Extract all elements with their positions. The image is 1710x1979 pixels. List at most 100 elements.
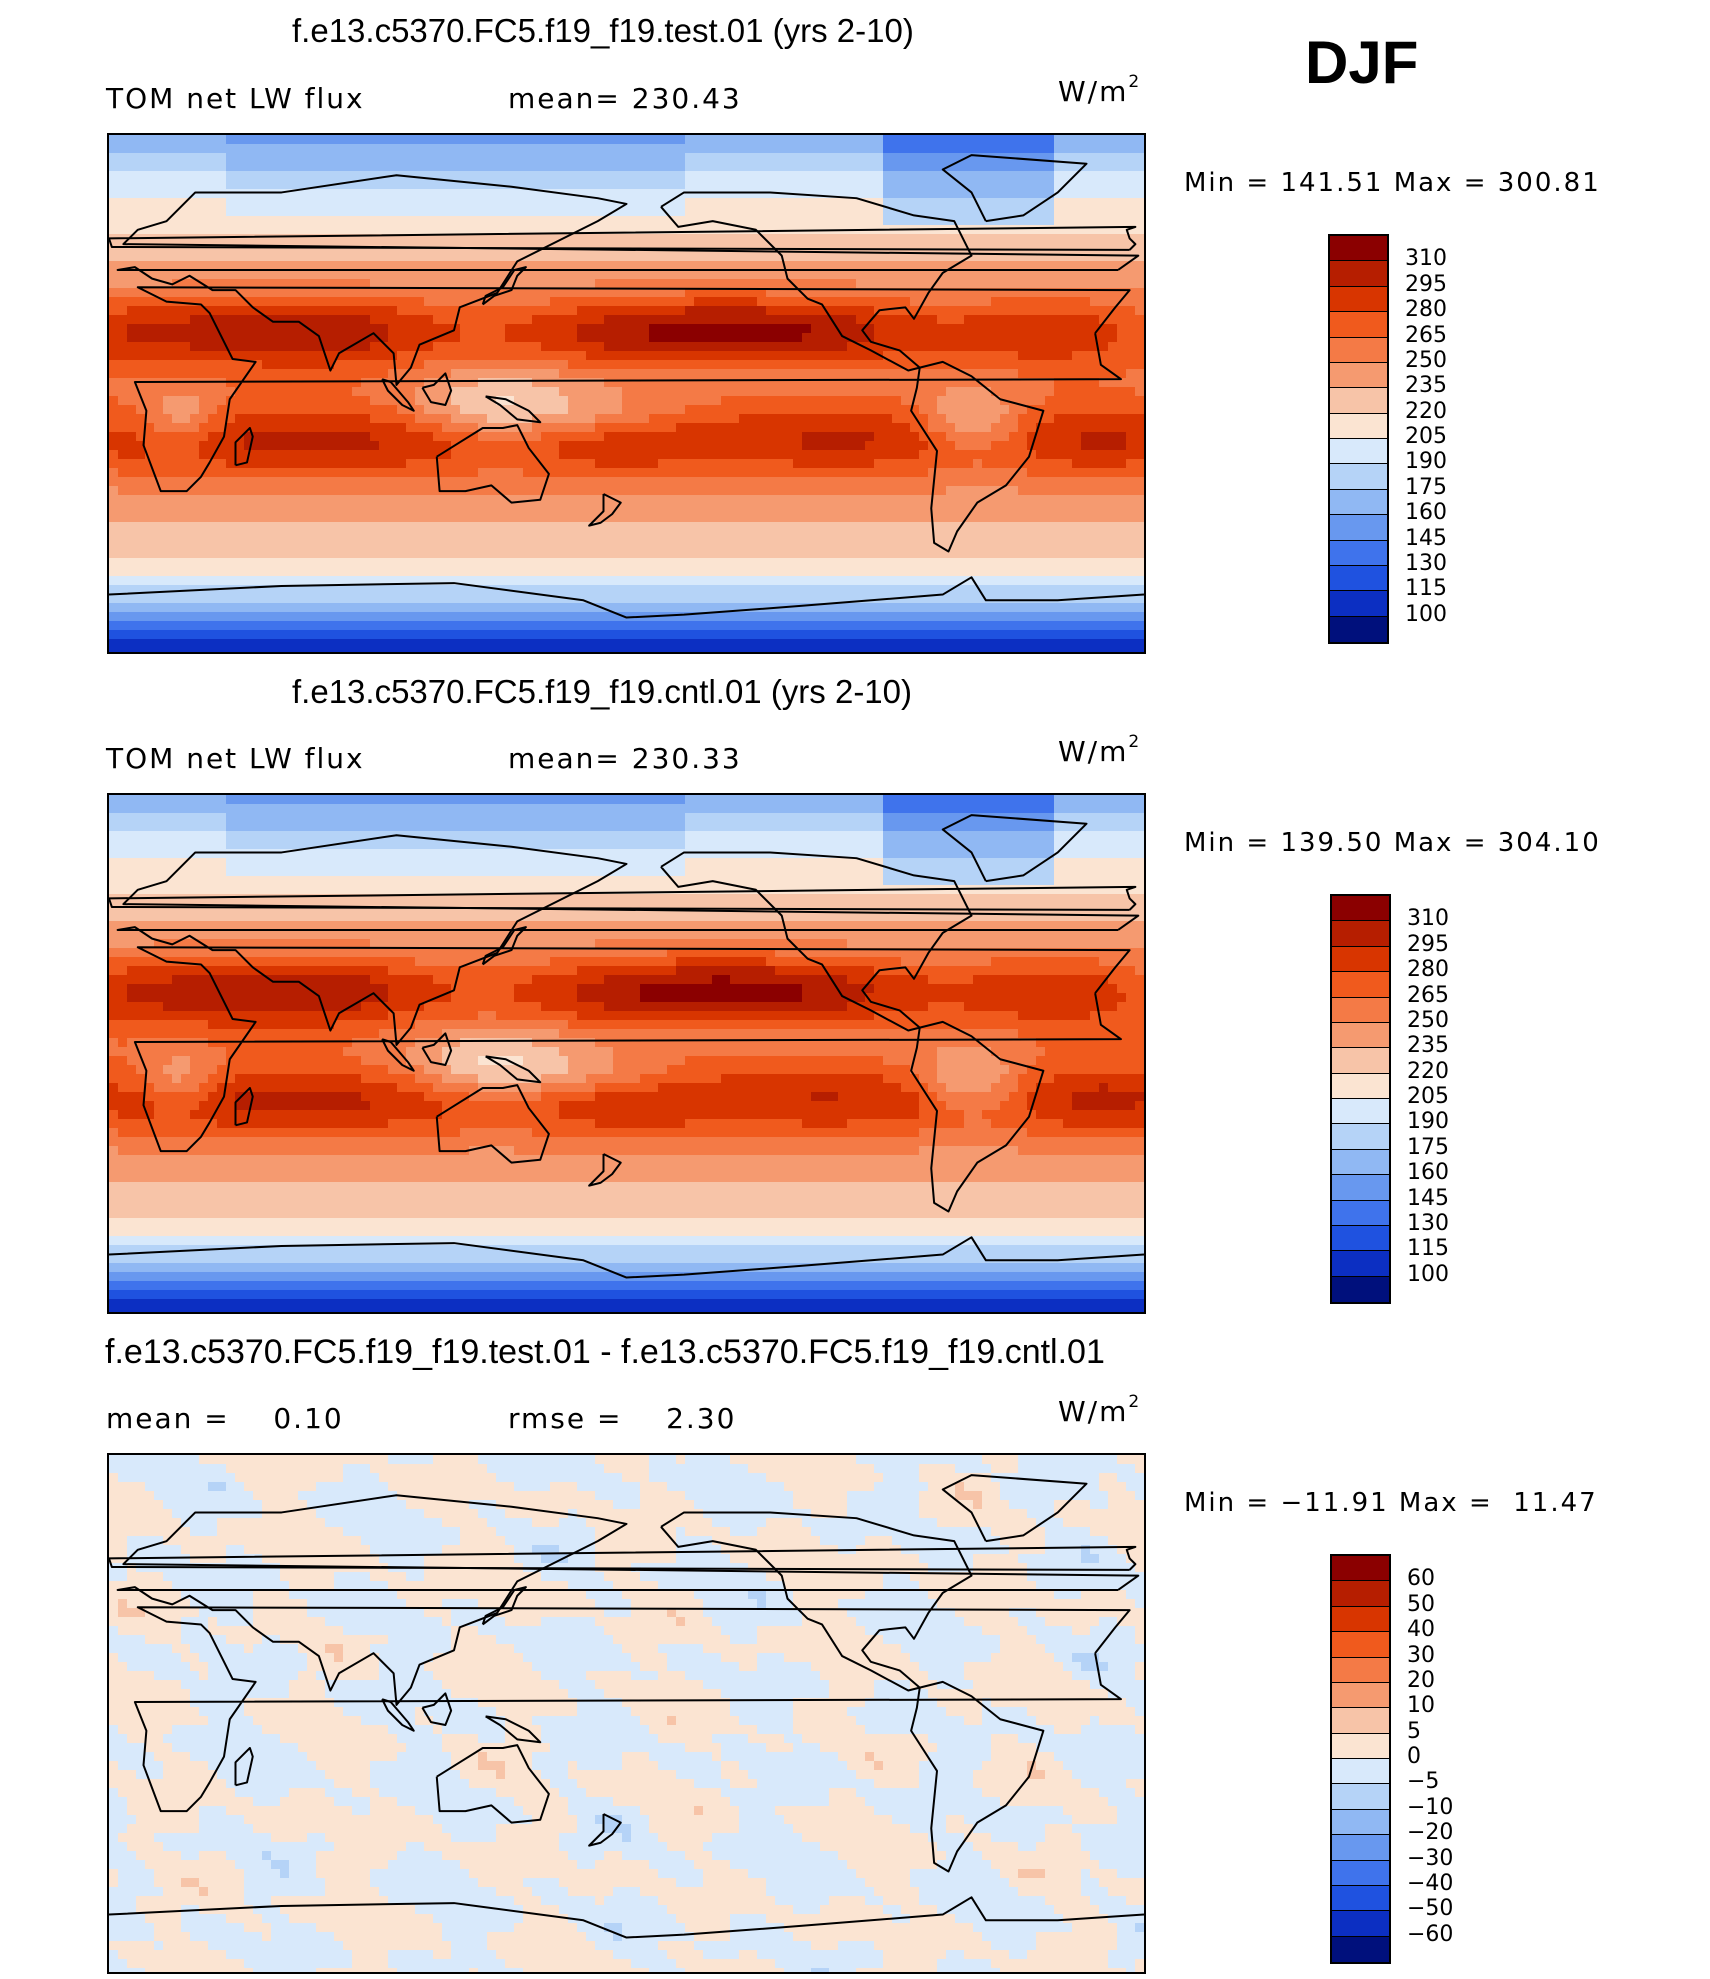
colorbar-swatch <box>1332 1251 1389 1277</box>
coastline <box>381 378 415 412</box>
colorbar-tick-label: 100 <box>1407 1263 1449 1286</box>
colorbar-tick-label: 205 <box>1407 1086 1449 1108</box>
coastline <box>481 266 527 306</box>
panel2-unit-label: W/m2 <box>1058 732 1139 768</box>
coastline <box>941 814 1088 883</box>
panel3-minmax: Min = −11.91 Max = 11.47 <box>1184 1488 1598 1518</box>
colorbar-tick-label: 160 <box>1405 502 1447 524</box>
colorbar-tick-label: 250 <box>1405 349 1447 372</box>
colorbar-tick-label: 5 <box>1407 1720 1421 1743</box>
coastline <box>660 191 973 372</box>
colorbar-tick-label: −10 <box>1407 1796 1453 1819</box>
coastline <box>109 1545 1137 1571</box>
colorbar-swatch <box>1330 616 1387 642</box>
colorbar-tick-label: 60 <box>1407 1568 1435 1590</box>
colorbar-swatch <box>1332 1657 1389 1683</box>
colorbar-tick-label: 205 <box>1405 426 1447 448</box>
colorbar-tick-label: 130 <box>1407 1212 1449 1235</box>
panel1-title: f.e13.c5370.FC5.f19_f19.test.01 (yrs 2-1… <box>292 12 914 50</box>
coastline <box>660 1511 973 1692</box>
panel1-unit-label: W/m2 <box>1058 72 1139 108</box>
colorbar-swatch <box>1332 921 1389 947</box>
colorbar-swatch <box>1332 1885 1389 1912</box>
colorbar-swatch <box>1332 1860 1389 1886</box>
coastline <box>381 1038 415 1072</box>
colorbar-tick-label: 310 <box>1407 908 1449 930</box>
colorbar-swatch <box>1332 1200 1389 1226</box>
colorbar-swatch <box>1332 972 1389 998</box>
colorbar-tick-label: 115 <box>1405 578 1447 600</box>
panel2-map <box>107 793 1146 1314</box>
panel1-map <box>107 133 1146 654</box>
coastline <box>109 1236 1144 1279</box>
coastline <box>481 926 527 966</box>
colorbar-swatch <box>1332 1606 1389 1633</box>
colorbar-swatch <box>1332 1149 1389 1176</box>
colorbar-tick-label: 190 <box>1407 1111 1449 1133</box>
colorbar-tick-label: 30 <box>1407 1644 1435 1667</box>
colorbar-tick-label: 235 <box>1407 1035 1449 1057</box>
coastline <box>588 493 622 527</box>
panel1-minmax: Min = 141.51 Max = 300.81 <box>1184 168 1601 198</box>
coastline <box>116 834 1140 1046</box>
colorbar-tick-label: 145 <box>1405 527 1447 550</box>
colorbar-swatch <box>1332 1835 1389 1861</box>
colorbar-tick-label: 280 <box>1405 299 1447 321</box>
colorbar-swatch <box>1332 1048 1389 1074</box>
coastline <box>485 1715 542 1744</box>
colorbar-swatch <box>1330 312 1387 338</box>
colorbar-swatch <box>1330 388 1387 414</box>
coastline <box>941 154 1088 223</box>
colorbar-swatch <box>1332 1556 1389 1582</box>
colorbar-swatch <box>1330 439 1387 465</box>
colorbar-swatch <box>1332 1682 1389 1709</box>
coastline <box>234 1086 254 1127</box>
colorbar-swatch <box>1332 946 1389 973</box>
panel2-title: f.e13.c5370.FC5.f19_f19.cntl.01 (yrs 2-1… <box>292 673 912 711</box>
coastline <box>910 1680 1045 1873</box>
coastline <box>133 1606 1131 1813</box>
colorbar-tick-label: 0 <box>1407 1746 1421 1768</box>
colorbar-tick-label: −20 <box>1407 1822 1453 1844</box>
coastline <box>435 1084 550 1164</box>
colorbar-tick-label: 160 <box>1407 1162 1449 1184</box>
coastline <box>116 1494 1140 1706</box>
coastline <box>588 1153 622 1187</box>
coastline <box>485 1055 542 1084</box>
coastline <box>381 1698 415 1732</box>
coastline <box>109 1896 1144 1939</box>
panel2-variable-label: TOM net LW flux <box>106 742 365 775</box>
colorbar-tick-label: −30 <box>1407 1847 1453 1870</box>
colorbar-swatch <box>1332 1022 1389 1049</box>
coastline <box>234 426 254 467</box>
colorbar-tick-label: 145 <box>1407 1187 1449 1210</box>
colorbar-swatch <box>1330 261 1387 287</box>
coastline <box>941 1474 1088 1543</box>
panel3-rmse-label: rmse = 2.30 <box>508 1402 736 1435</box>
colorbar-swatch <box>1332 1708 1389 1734</box>
panel3-map <box>107 1453 1146 1974</box>
season-label: DJF <box>1305 28 1418 97</box>
colorbar-tick-label: 310 <box>1405 248 1447 270</box>
panel2-colorbar <box>1330 894 1391 1304</box>
colorbar-tick-label: 265 <box>1407 984 1449 1007</box>
colorbar-tick-label: 130 <box>1405 552 1447 575</box>
coastline <box>133 946 1131 1153</box>
colorbar-swatch <box>1330 236 1387 262</box>
colorbar-swatch <box>1332 1733 1389 1759</box>
colorbar-swatch <box>1332 1809 1389 1836</box>
colorbar-swatch <box>1330 337 1387 363</box>
colorbar-tick-label: 100 <box>1405 603 1447 626</box>
panel1-variable-label: TOM net LW flux <box>106 82 365 115</box>
colorbar-swatch <box>1332 1759 1389 1785</box>
colorbar-tick-label: 220 <box>1405 400 1447 423</box>
coastline <box>588 1813 622 1847</box>
coastline <box>660 851 973 1032</box>
colorbar-swatch <box>1330 565 1387 592</box>
colorbar-swatch <box>1330 591 1387 617</box>
panel3-colorbar <box>1330 1554 1391 1964</box>
colorbar-swatch <box>1332 1099 1389 1125</box>
colorbar-swatch <box>1332 1225 1389 1252</box>
colorbar-swatch <box>1330 540 1387 566</box>
panel3-mean-label: mean = 0.10 <box>106 1402 344 1435</box>
